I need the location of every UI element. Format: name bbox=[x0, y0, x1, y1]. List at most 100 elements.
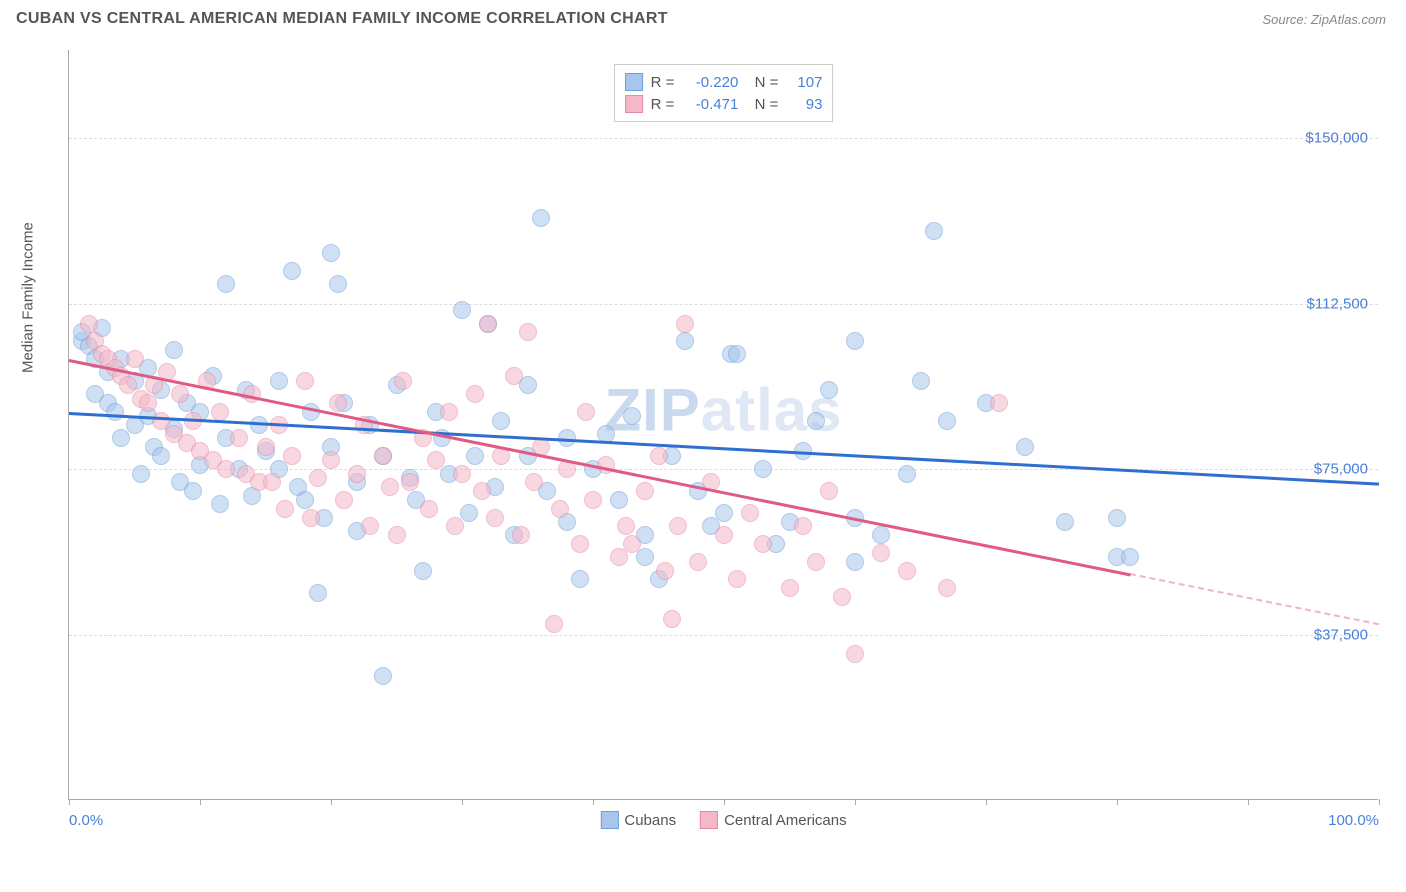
legend-swatch bbox=[625, 95, 643, 113]
scatter-point bbox=[689, 553, 707, 571]
scatter-point bbox=[388, 526, 406, 544]
scatter-point bbox=[610, 548, 628, 566]
scatter-point bbox=[165, 341, 183, 359]
scatter-point bbox=[460, 504, 478, 522]
scatter-point bbox=[217, 275, 235, 293]
scatter-point bbox=[257, 438, 275, 456]
scatter-point bbox=[466, 385, 484, 403]
scatter-point bbox=[329, 394, 347, 412]
scatter-point bbox=[211, 403, 229, 421]
scatter-point bbox=[394, 372, 412, 390]
scatter-point bbox=[925, 222, 943, 240]
legend-stats-box: R =-0.220 N =107R =-0.471 N =93 bbox=[614, 64, 834, 122]
scatter-point bbox=[898, 562, 916, 580]
gridline-horizontal bbox=[69, 469, 1378, 470]
x-tick bbox=[200, 799, 201, 805]
scatter-point bbox=[486, 509, 504, 527]
scatter-point bbox=[112, 429, 130, 447]
scatter-point bbox=[1056, 513, 1074, 531]
scatter-point bbox=[466, 447, 484, 465]
stat-r-label: R = bbox=[651, 96, 675, 113]
scatter-point bbox=[623, 535, 641, 553]
stat-r-value: -0.220 bbox=[682, 74, 738, 91]
x-tick bbox=[331, 799, 332, 805]
scatter-point bbox=[492, 412, 510, 430]
scatter-point bbox=[571, 570, 589, 588]
scatter-point bbox=[525, 473, 543, 491]
scatter-point bbox=[728, 570, 746, 588]
scatter-point bbox=[276, 500, 294, 518]
legend-label: Cubans bbox=[624, 812, 676, 829]
scatter-point bbox=[184, 482, 202, 500]
stat-n-label: N = bbox=[746, 96, 778, 113]
x-tick-label: 100.0% bbox=[1328, 812, 1379, 829]
source-attribution: Source: ZipAtlas.com bbox=[1262, 12, 1386, 27]
scatter-point bbox=[532, 209, 550, 227]
bottom-legend-item: Cubans bbox=[600, 811, 676, 829]
scatter-point bbox=[754, 460, 772, 478]
scatter-point bbox=[636, 548, 654, 566]
scatter-point bbox=[1108, 509, 1126, 527]
y-tick-label: $112,500 bbox=[1307, 295, 1368, 312]
scatter-point bbox=[283, 262, 301, 280]
scatter-point bbox=[669, 517, 687, 535]
x-tick bbox=[1248, 799, 1249, 805]
scatter-point bbox=[381, 478, 399, 496]
scatter-point bbox=[820, 381, 838, 399]
scatter-point bbox=[846, 645, 864, 663]
scatter-point bbox=[309, 584, 327, 602]
bottom-legend: Cubans Central Americans bbox=[600, 811, 846, 829]
scatter-point bbox=[676, 332, 694, 350]
scatter-point bbox=[263, 473, 281, 491]
scatter-point bbox=[938, 579, 956, 597]
scatter-point bbox=[898, 465, 916, 483]
scatter-point bbox=[663, 610, 681, 628]
scatter-point bbox=[912, 372, 930, 390]
scatter-point bbox=[794, 517, 812, 535]
scatter-point bbox=[872, 526, 890, 544]
scatter-point bbox=[846, 553, 864, 571]
legend-swatch bbox=[625, 73, 643, 91]
bottom-legend-item: Central Americans bbox=[700, 811, 847, 829]
scatter-point bbox=[309, 469, 327, 487]
x-tick bbox=[462, 799, 463, 805]
scatter-point bbox=[623, 407, 641, 425]
scatter-point bbox=[80, 315, 98, 333]
gridline-horizontal bbox=[69, 304, 1378, 305]
legend-stats-row: R =-0.220 N =107 bbox=[625, 71, 823, 93]
legend-label: Central Americans bbox=[724, 812, 847, 829]
legend-swatch bbox=[700, 811, 718, 829]
scatter-point bbox=[577, 403, 595, 421]
stat-n-value: 93 bbox=[786, 96, 822, 113]
x-tick bbox=[1117, 799, 1118, 805]
scatter-point bbox=[361, 517, 379, 535]
scatter-point bbox=[781, 579, 799, 597]
scatter-point bbox=[512, 526, 530, 544]
scatter-point bbox=[807, 412, 825, 430]
scatter-point bbox=[132, 465, 150, 483]
scatter-point bbox=[938, 412, 956, 430]
scatter-point bbox=[440, 403, 458, 421]
x-tick bbox=[1379, 799, 1380, 805]
scatter-point bbox=[139, 394, 157, 412]
chart-title: CUBAN VS CENTRAL AMERICAN MEDIAN FAMILY … bbox=[16, 10, 668, 28]
x-tick-label: 0.0% bbox=[69, 812, 103, 829]
scatter-point bbox=[453, 465, 471, 483]
gridline-horizontal bbox=[69, 635, 1378, 636]
legend-swatch bbox=[600, 811, 618, 829]
scatter-point bbox=[420, 500, 438, 518]
scatter-point bbox=[211, 495, 229, 513]
stat-r-label: R = bbox=[651, 74, 675, 91]
scatter-point bbox=[846, 332, 864, 350]
scatter-point bbox=[1016, 438, 1034, 456]
scatter-point bbox=[1121, 548, 1139, 566]
scatter-point bbox=[833, 588, 851, 606]
trend-line bbox=[1130, 573, 1379, 625]
scatter-point bbox=[715, 504, 733, 522]
scatter-point bbox=[479, 315, 497, 333]
scatter-point bbox=[348, 465, 366, 483]
watermark: ZIPatlas bbox=[604, 375, 842, 444]
scatter-point bbox=[217, 460, 235, 478]
y-tick-label: $75,000 bbox=[1314, 461, 1368, 478]
scatter-point bbox=[126, 350, 144, 368]
